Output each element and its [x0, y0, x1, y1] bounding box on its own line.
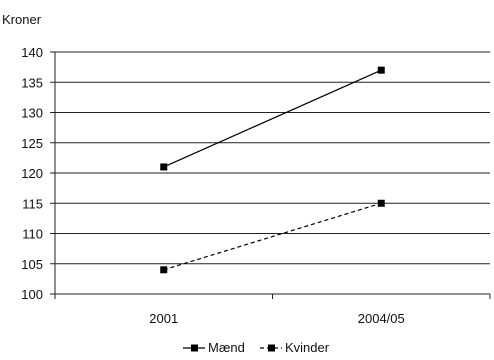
y-tick-label: 100 [21, 287, 43, 302]
x-tick-label: 2001 [149, 311, 178, 326]
y-tick-label: 130 [21, 106, 43, 121]
data-point-mnd [160, 163, 168, 171]
y-tick-label: 105 [21, 257, 43, 272]
y-axis-title: Kroner [2, 12, 42, 27]
data-point-kvinder [160, 266, 168, 274]
series-line-mnd [163, 69, 382, 168]
series-line-kvinder [163, 202, 382, 271]
data-point-mnd [377, 66, 385, 74]
legend-label-kvinder: Kvinder [285, 340, 330, 355]
y-tick-label: 125 [21, 136, 43, 151]
legend-marker-kvinder [268, 344, 275, 352]
legend-marker-mnd [191, 344, 198, 352]
grid-lines [55, 51, 490, 265]
y-tick-label: 135 [21, 75, 43, 90]
data-point-kvinder [377, 199, 385, 207]
legend-label-mnd: Mænd [208, 340, 245, 355]
legend: Mænd Kvinder [183, 340, 330, 355]
y-tick-label: 115 [22, 196, 43, 211]
y-tick-label: 110 [22, 227, 43, 242]
y-tick-label: 120 [21, 166, 43, 181]
x-axis-ticks: 2001 2004/05 [54, 294, 491, 326]
x-tick-label: 2004/05 [358, 311, 405, 326]
y-tick-label: 140 [21, 45, 43, 60]
series-layer [160, 66, 385, 274]
y-axis-ticks: 100 105 110 115 120 125 130 135 140 [21, 45, 55, 302]
